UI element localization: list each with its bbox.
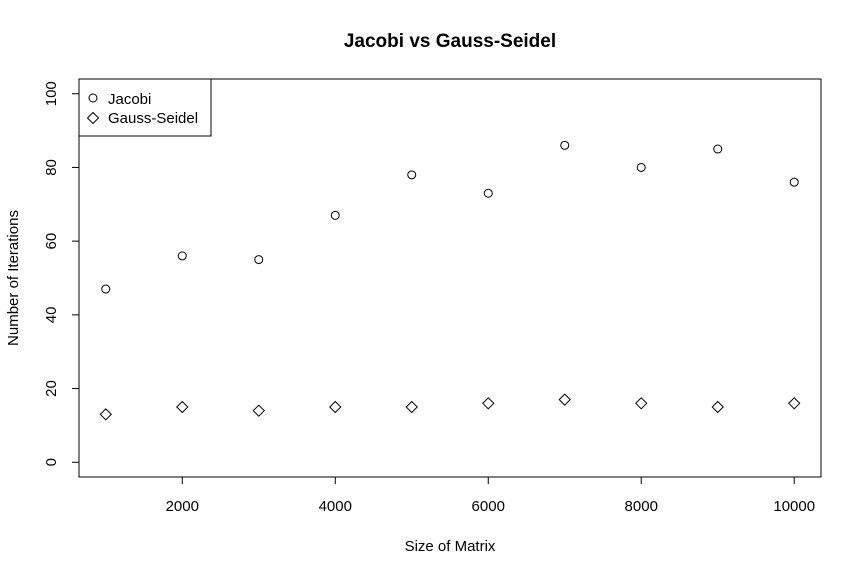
x-tick-label: 4000	[319, 498, 352, 515]
legend-diamond-marker	[86, 111, 100, 125]
jacobi-point	[560, 140, 570, 150]
gauss-seidel-point	[405, 400, 418, 414]
jacobi-point	[789, 177, 799, 187]
x-axis-label: Size of Matrix	[405, 538, 496, 555]
data-points	[99, 140, 801, 421]
y-axis: 0 20 40 60 80 100	[43, 81, 80, 466]
y-tick-label: 100	[43, 81, 60, 106]
gauss-seidel-point	[788, 397, 801, 410]
legend-label-jacobi: Jacobi	[108, 91, 151, 108]
gauss-seidel-point	[329, 400, 342, 414]
y-axis-label: Number of Iterations	[5, 210, 22, 346]
legend-label-gauss-seidel: Gauss-Seidel	[108, 110, 198, 127]
y-tick-label: 80	[43, 159, 60, 176]
gauss-seidel-point	[252, 404, 265, 417]
gauss-seidel-point	[482, 397, 495, 410]
jacobi-point	[254, 255, 264, 265]
y-tick-label: 40	[43, 307, 60, 324]
y-tick-label: 0	[43, 458, 60, 466]
x-tick-label: 6000	[472, 498, 505, 515]
x-tick-label: 2000	[166, 498, 199, 515]
jacobi-point	[177, 251, 187, 261]
gauss-seidel-point	[176, 400, 189, 414]
gauss-seidel-point	[558, 393, 571, 406]
plot-area-frame	[78, 78, 822, 478]
x-tick-label: 10000	[773, 498, 815, 515]
jacobi-point	[713, 144, 723, 154]
y-tick-label: 60	[43, 233, 60, 250]
chart-title: Jacobi vs Gauss-Seidel	[344, 31, 556, 52]
x-axis: 2000 4000 6000 8000 10000	[166, 476, 815, 515]
x-tick-label: 8000	[625, 498, 658, 515]
gauss-seidel-point	[711, 400, 724, 414]
jacobi-point	[101, 284, 111, 294]
legend-circle-marker	[88, 93, 98, 103]
jacobi-point	[330, 210, 340, 220]
jacobi-point	[636, 162, 646, 172]
legend: Jacobi Gauss-Seidel	[78, 78, 212, 137]
gauss-seidel-point	[99, 408, 112, 421]
y-tick-label: 20	[43, 380, 60, 397]
gauss-seidel-point	[635, 397, 648, 410]
jacobi-point	[407, 170, 417, 180]
legend-box	[78, 78, 212, 137]
jacobi-point	[483, 188, 493, 198]
